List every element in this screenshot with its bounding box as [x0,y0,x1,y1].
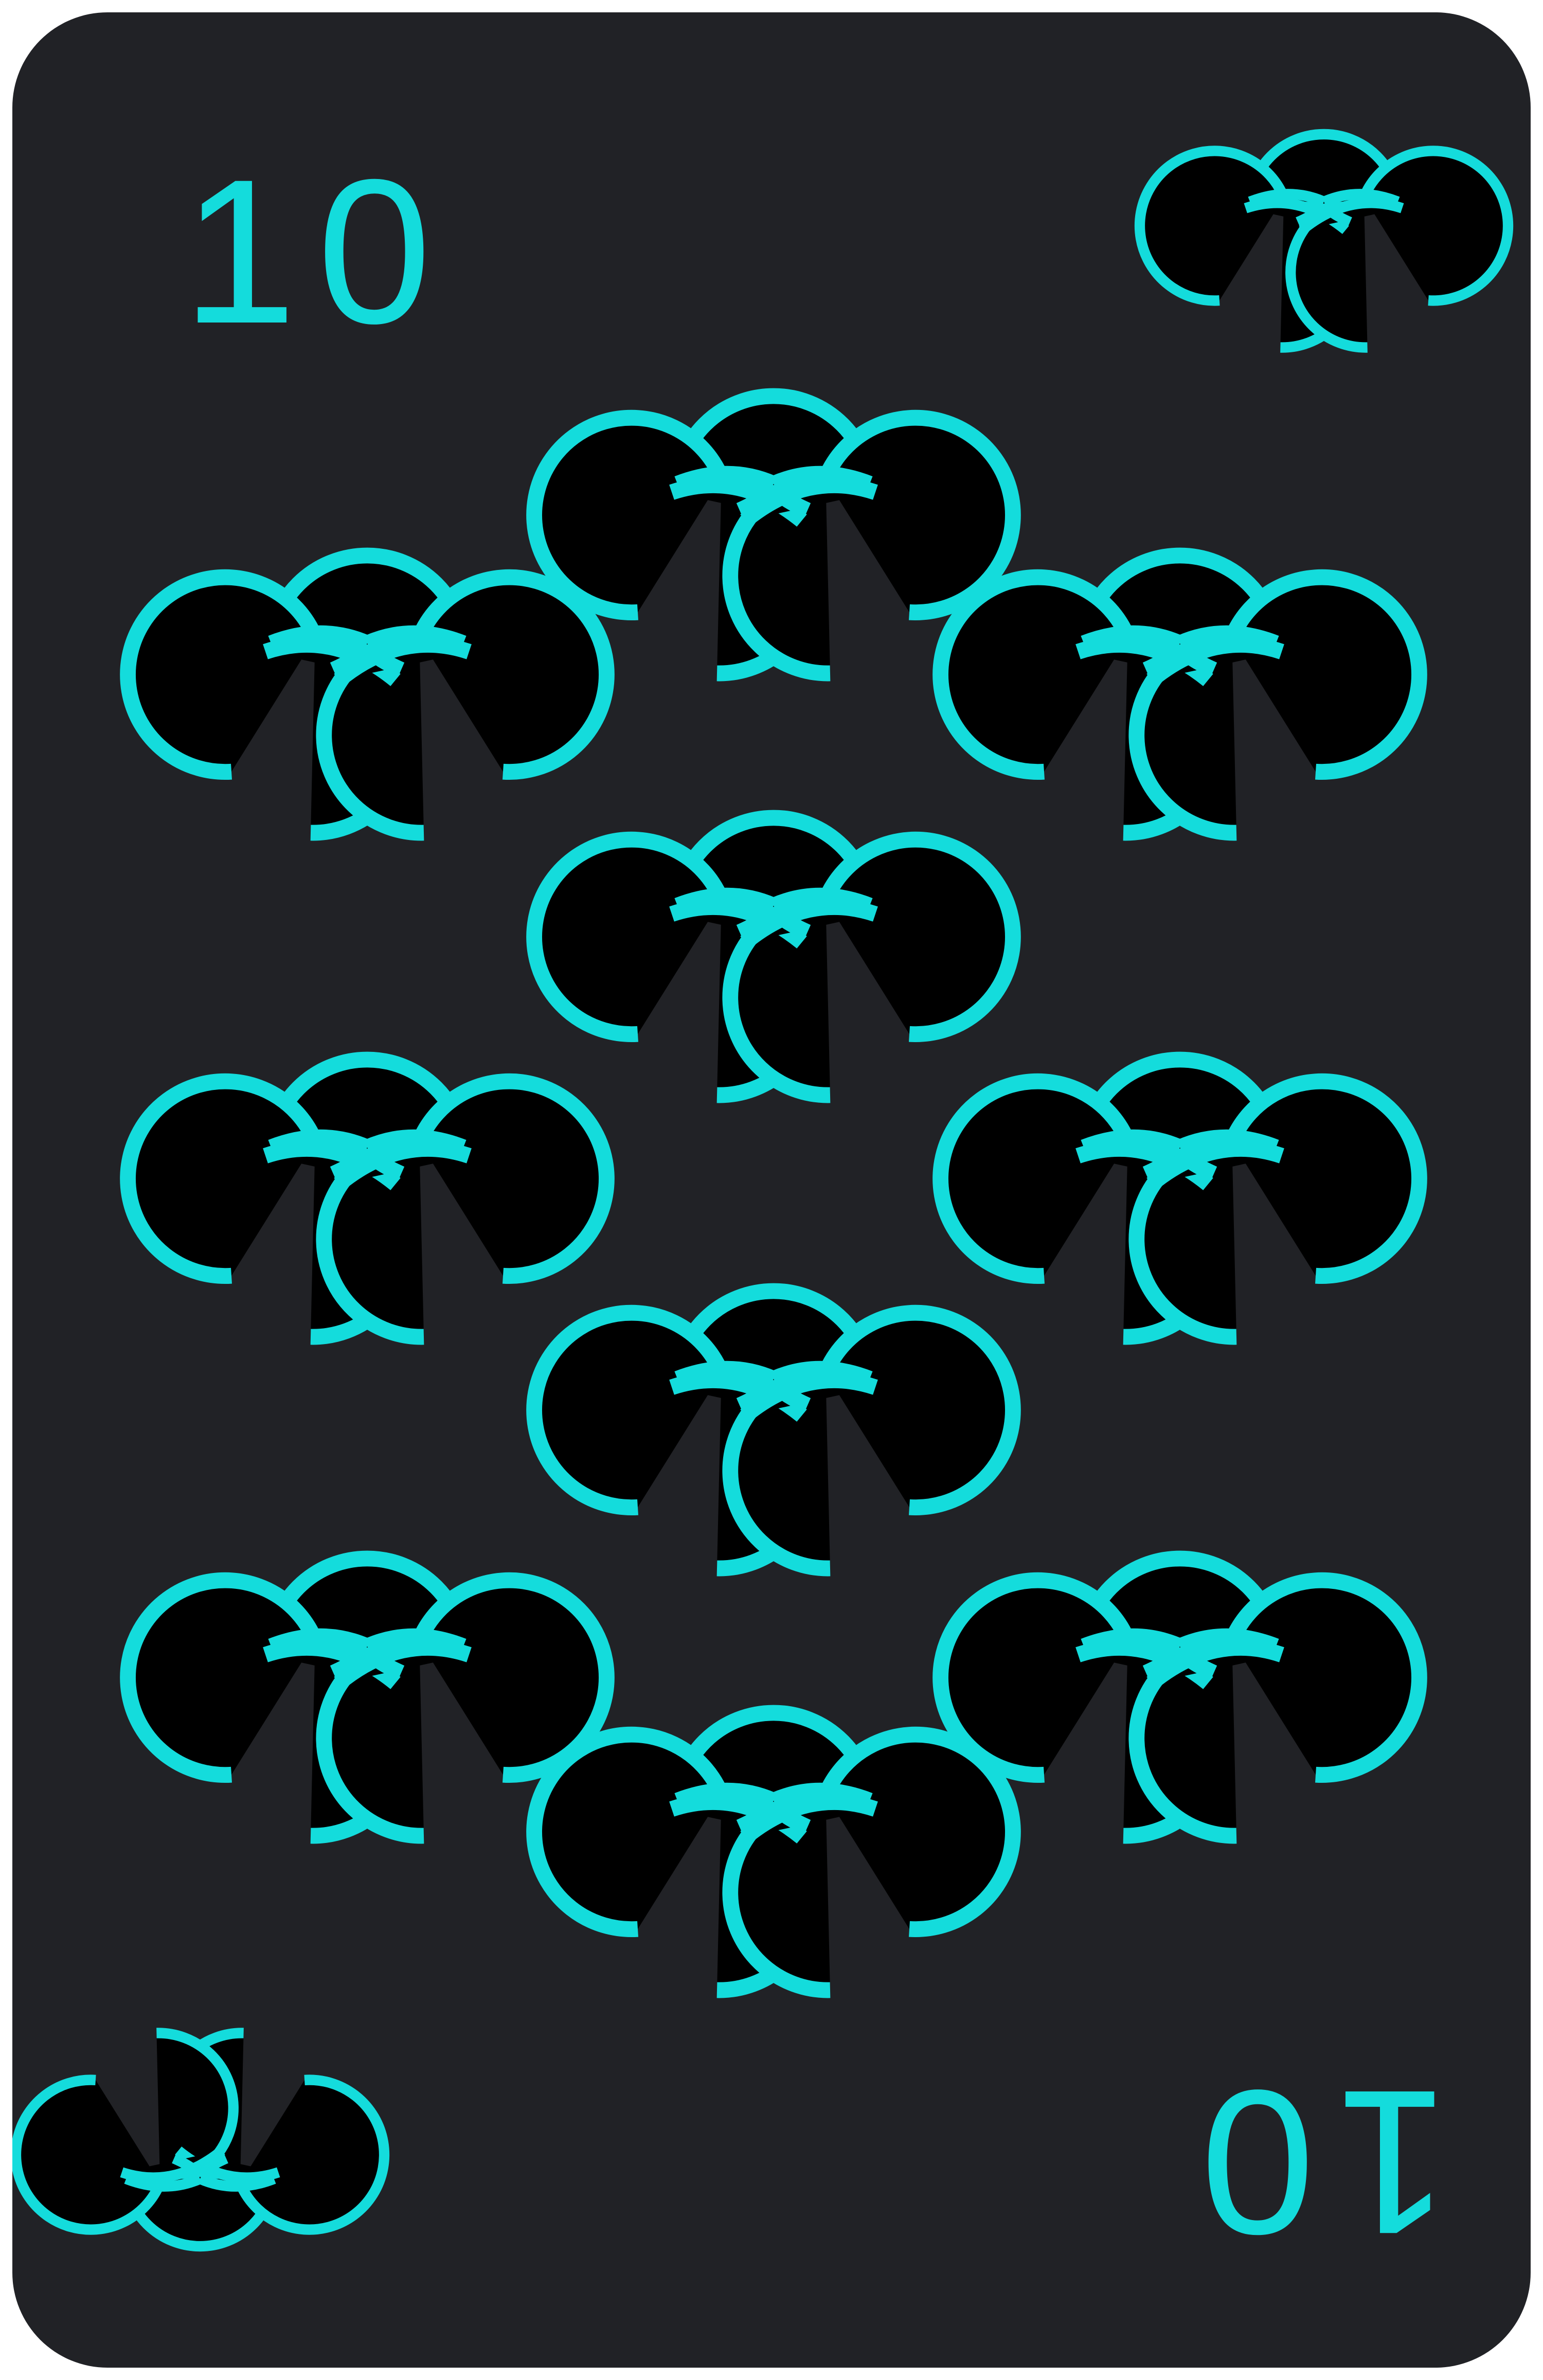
suit-pip-left-2 [203,1026,532,1365]
playing-card: 10 10 [12,12,1531,2368]
suit-pip-right-3 [1015,1525,1344,1864]
suit-pip-center-2 [609,784,938,1123]
suit-pip-right-2 [1015,1026,1344,1365]
suit-pip-center-4 [609,1679,938,2018]
suit-pip-center-3 [609,1257,938,1597]
suit-pip-right-1 [1015,522,1344,861]
rank-top: 10 [182,136,452,366]
suit-pip-center-1 [609,362,938,702]
corner-suit-icon-bottom [87,2024,313,2260]
suit-pip-left-3 [203,1525,532,1864]
suit-pip-left-1 [203,522,532,861]
rank-bottom: 10 [1180,2048,1450,2278]
corner-suit-icon-top [1211,120,1437,357]
